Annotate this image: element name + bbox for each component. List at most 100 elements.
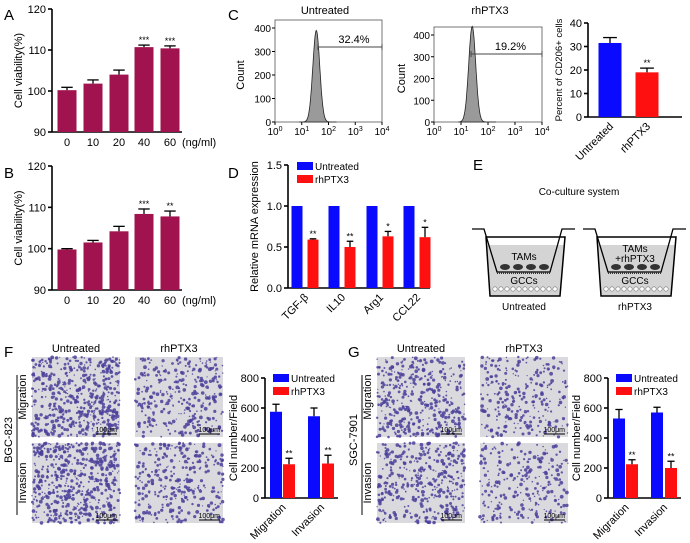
cell-dot xyxy=(174,391,177,393)
cell-dot xyxy=(407,448,410,451)
cell-dot xyxy=(427,428,430,430)
cell-dot xyxy=(383,390,385,393)
cell-dot xyxy=(106,412,109,415)
cell-dot xyxy=(176,373,178,375)
cell-dot xyxy=(384,414,387,416)
cell-dot xyxy=(391,399,395,404)
cell-dot xyxy=(215,494,219,499)
cell-dot xyxy=(55,442,59,446)
cell-dot xyxy=(455,385,459,389)
cell-dot xyxy=(440,517,443,521)
cell-dot xyxy=(403,389,407,393)
cell-dot xyxy=(534,504,537,506)
cell-dot xyxy=(157,370,161,374)
cell-dot xyxy=(163,378,167,381)
cell-dot xyxy=(40,496,44,501)
cell-dot xyxy=(113,360,116,363)
cell-dot xyxy=(115,445,118,447)
cell-dot xyxy=(115,380,117,383)
cell-dot xyxy=(115,414,120,419)
cell-dot xyxy=(48,509,52,513)
cell-dot xyxy=(37,516,40,519)
tick-base: 10 xyxy=(294,127,306,138)
cell-dot xyxy=(516,475,519,478)
cell-dot xyxy=(436,447,440,451)
cell-dot xyxy=(494,364,498,368)
cell-dot xyxy=(78,521,82,525)
cell-dot xyxy=(34,475,37,478)
cell-dot xyxy=(46,450,50,454)
cell-dot xyxy=(57,484,61,487)
cell-dot xyxy=(438,370,443,374)
cell-dot xyxy=(185,384,188,387)
cell-dot xyxy=(87,453,89,455)
cell-dot xyxy=(409,470,411,472)
legend-label: Untreated xyxy=(634,374,678,385)
cell-dot xyxy=(164,403,167,406)
cell-dot xyxy=(113,478,117,482)
cell-dot xyxy=(412,366,415,369)
cell-dot xyxy=(377,493,381,497)
cell-dot xyxy=(87,402,91,407)
cell-dot xyxy=(197,392,199,395)
cell-dot xyxy=(537,424,540,427)
cell-dot xyxy=(384,395,387,397)
cell-dot xyxy=(399,426,403,429)
cell-dot xyxy=(186,370,189,373)
cell-dot xyxy=(217,496,221,500)
cell-dot xyxy=(179,361,182,364)
cell-dot xyxy=(562,511,566,516)
cell-dot xyxy=(84,442,89,446)
cell-dot xyxy=(193,396,197,400)
cell-dot xyxy=(540,400,544,404)
cell-dot xyxy=(535,382,538,386)
cell-dot xyxy=(91,422,95,426)
cell-dot xyxy=(117,421,120,423)
cell-dot xyxy=(487,383,490,387)
cell-dot xyxy=(510,448,514,451)
cell-dot xyxy=(174,380,178,384)
cell-dot xyxy=(52,488,55,491)
cell-dot xyxy=(193,416,197,420)
cell-dot xyxy=(113,461,116,464)
cell-dot xyxy=(505,392,510,397)
bar xyxy=(665,468,677,498)
cell-dot xyxy=(559,480,564,485)
cell-dot xyxy=(76,433,78,436)
cell-dot xyxy=(445,394,448,397)
cell-dot xyxy=(494,496,497,499)
bar xyxy=(270,411,282,498)
cell-dot xyxy=(509,417,513,421)
cell-dot xyxy=(519,450,523,453)
cell-dot xyxy=(159,478,163,482)
cell-dot xyxy=(398,407,402,411)
cell-dot xyxy=(442,411,446,415)
cell-dot xyxy=(533,495,536,498)
cell-dot xyxy=(458,425,462,429)
cell-dot xyxy=(41,468,44,471)
cell-dot xyxy=(73,456,76,460)
x-tick-label: Arg1 xyxy=(361,292,386,317)
cell-dot xyxy=(518,394,522,397)
cell-dot xyxy=(113,483,117,486)
cell-dot xyxy=(484,444,487,448)
cell-dot xyxy=(115,391,119,394)
cell-dot xyxy=(193,412,196,416)
cell-dot xyxy=(191,489,195,494)
cell-dot xyxy=(485,424,489,428)
cell-dot xyxy=(147,368,150,371)
cell-dot xyxy=(83,498,87,502)
cell-dot xyxy=(46,505,51,510)
cell-dot xyxy=(96,514,99,518)
cell-dot xyxy=(109,504,113,507)
cell-dot xyxy=(204,427,207,429)
cell-dot xyxy=(97,499,101,502)
cell-dot xyxy=(71,445,75,449)
cell-dot xyxy=(196,486,200,489)
cell-dot xyxy=(381,443,385,446)
cell-dot xyxy=(533,373,536,376)
cell-dot xyxy=(56,490,59,493)
cell-dot xyxy=(396,473,399,476)
cell-dot xyxy=(138,472,142,475)
cell-dot xyxy=(75,442,78,445)
